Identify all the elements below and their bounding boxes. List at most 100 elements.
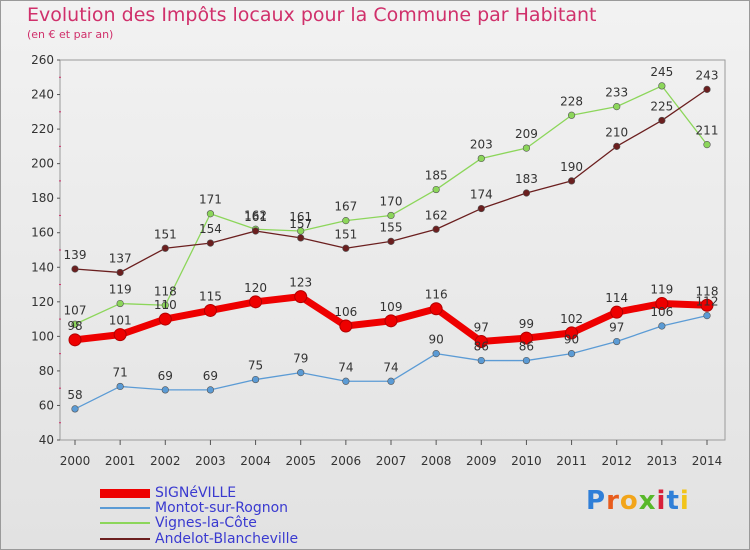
data-label: 174 bbox=[470, 188, 493, 202]
x-tick-label: 2014 bbox=[692, 454, 723, 468]
data-label: 90 bbox=[429, 333, 444, 347]
series-point bbox=[432, 350, 440, 358]
series-point bbox=[477, 356, 485, 365]
data-label: 75 bbox=[248, 359, 263, 373]
data-label: 86 bbox=[519, 340, 534, 354]
page-title: Evolution des Impôts locaux pour la Comm… bbox=[27, 4, 597, 26]
series-point bbox=[700, 298, 714, 312]
data-label: 107 bbox=[64, 303, 87, 317]
brand-logo: Proxiti bbox=[586, 486, 690, 516]
x-tick-label: 2005 bbox=[285, 454, 316, 468]
series-point bbox=[206, 239, 215, 247]
data-label: 151 bbox=[334, 227, 357, 241]
y-tick-label: 120 bbox=[31, 295, 54, 309]
data-label: 157 bbox=[289, 217, 312, 231]
data-label: 106 bbox=[650, 305, 673, 319]
data-label: 119 bbox=[650, 283, 673, 297]
data-label: 71 bbox=[113, 365, 128, 379]
data-label: 119 bbox=[109, 283, 132, 297]
data-label: 209 bbox=[515, 127, 538, 141]
series-point bbox=[342, 244, 350, 252]
series-point bbox=[342, 217, 350, 225]
series-point bbox=[161, 244, 169, 252]
series-point bbox=[113, 328, 127, 342]
data-label: 99 bbox=[519, 317, 534, 331]
data-label: 114 bbox=[605, 291, 628, 305]
data-label: 112 bbox=[696, 295, 719, 309]
data-label: 74 bbox=[383, 360, 398, 374]
data-label: 190 bbox=[560, 160, 583, 174]
data-label: 86 bbox=[474, 340, 489, 354]
series-point bbox=[658, 82, 666, 90]
series-point bbox=[567, 177, 576, 185]
x-tick-label: 2006 bbox=[331, 454, 362, 468]
legend-swatch bbox=[100, 507, 150, 509]
series-point bbox=[387, 377, 395, 385]
data-label: 118 bbox=[154, 284, 177, 298]
series-point bbox=[251, 375, 260, 384]
series-point bbox=[655, 297, 669, 311]
series-point bbox=[71, 265, 79, 273]
series-point bbox=[613, 337, 621, 346]
data-label: 211 bbox=[696, 124, 719, 138]
series-point bbox=[429, 302, 443, 316]
data-label: 102 bbox=[560, 312, 583, 326]
series-point bbox=[522, 189, 531, 197]
y-tick-label: 100 bbox=[31, 329, 54, 343]
series-point bbox=[116, 382, 124, 391]
data-label: 139 bbox=[64, 248, 87, 262]
series-point bbox=[161, 301, 169, 309]
series-point bbox=[703, 141, 711, 149]
series-point bbox=[519, 331, 533, 345]
data-label: 225 bbox=[650, 99, 673, 113]
series-point bbox=[116, 268, 124, 277]
legend-swatch bbox=[100, 522, 150, 524]
data-label: 243 bbox=[696, 68, 719, 82]
x-tick-label: 2008 bbox=[421, 454, 452, 468]
y-tick-label: 60 bbox=[39, 398, 54, 412]
series-point bbox=[522, 356, 531, 365]
data-label: 109 bbox=[380, 300, 403, 314]
y-tick-label: 220 bbox=[31, 122, 54, 136]
series-point bbox=[522, 144, 531, 152]
data-label: 110 bbox=[154, 298, 177, 312]
data-label: 161 bbox=[289, 210, 312, 224]
series-point bbox=[342, 377, 350, 385]
series-point bbox=[432, 185, 440, 194]
y-tick-label: 80 bbox=[39, 364, 54, 378]
data-label: 228 bbox=[560, 94, 583, 108]
data-label: 154 bbox=[199, 222, 222, 236]
series-point bbox=[613, 103, 621, 111]
series-point bbox=[158, 312, 172, 326]
series-point bbox=[387, 211, 395, 220]
series-point bbox=[116, 299, 124, 308]
data-label: 58 bbox=[67, 388, 82, 402]
series-point bbox=[477, 204, 485, 213]
x-tick-label: 2002 bbox=[150, 454, 181, 468]
legend-item: Montot-sur-Rognon bbox=[100, 500, 288, 516]
data-label: 97 bbox=[609, 321, 624, 335]
data-label: 137 bbox=[109, 251, 132, 265]
data-label: 185 bbox=[425, 169, 448, 183]
series-point bbox=[297, 227, 305, 235]
data-label: 97 bbox=[474, 321, 489, 335]
data-label: 233 bbox=[605, 86, 628, 100]
series-point bbox=[387, 237, 395, 245]
data-label: 106 bbox=[334, 305, 357, 319]
data-label: 171 bbox=[199, 193, 222, 207]
x-tick-label: 2010 bbox=[511, 454, 542, 468]
series-point bbox=[71, 320, 79, 328]
series-point bbox=[339, 319, 353, 333]
series-point bbox=[658, 116, 666, 125]
x-tick-label: 2009 bbox=[466, 454, 497, 468]
data-label: 90 bbox=[564, 333, 579, 347]
data-label: 123 bbox=[289, 276, 312, 290]
legend-swatch bbox=[100, 538, 150, 540]
series-point bbox=[613, 142, 621, 150]
series-point bbox=[206, 210, 215, 218]
x-tick-label: 2003 bbox=[195, 454, 226, 468]
data-label: 69 bbox=[158, 369, 173, 383]
legend-label: Andelot-Blancheville bbox=[155, 531, 299, 547]
